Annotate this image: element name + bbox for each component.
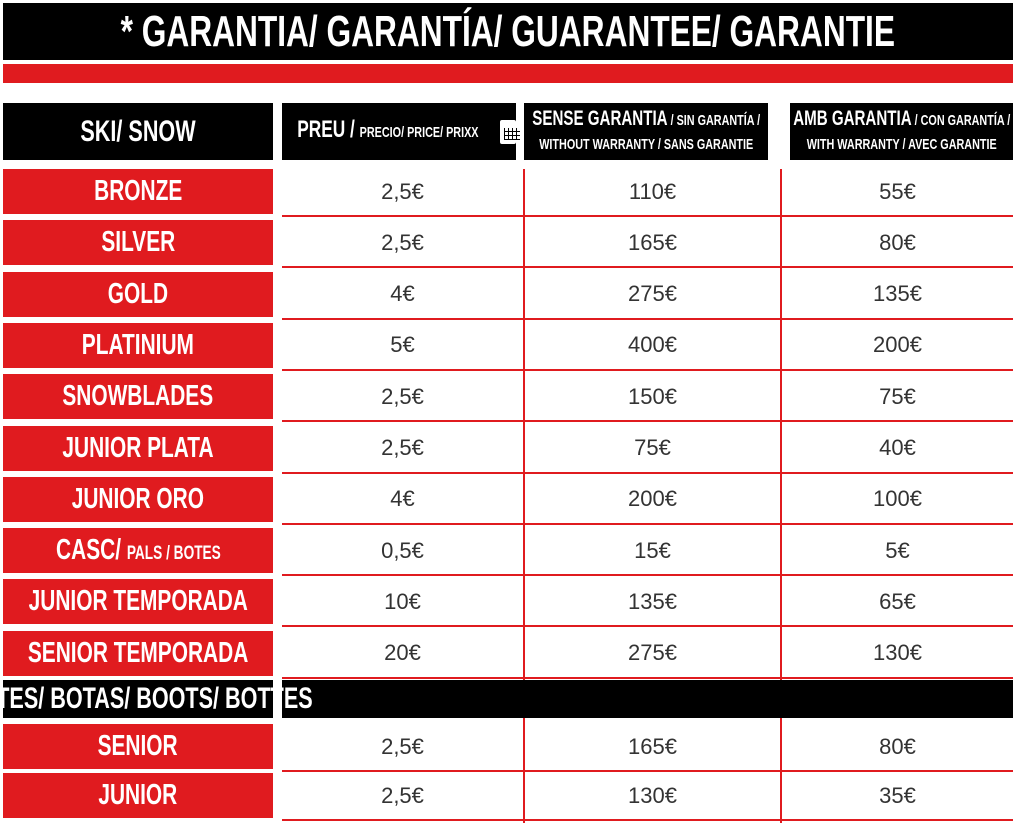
header-price-sub: PRECIO/ PRICE/ PRIXX <box>359 124 479 141</box>
cell-price: 2,5€ <box>381 229 424 255</box>
cell-price: 20€ <box>384 640 421 666</box>
row-label: SNOWBLADES <box>3 374 273 420</box>
header-price-main: PREU / <box>297 116 355 143</box>
cell-no-warranty: 75€ <box>634 435 671 460</box>
header-no-warranty: SENSE GARANTIA / SIN GARANTÍA / WITHOUT W… <box>524 103 768 160</box>
header-warranty: AMB GARANTIA / CON GARANTÍA / WITH WARRAN… <box>790 103 1013 160</box>
header-price: PREU / PRECIO/ PRICE/ PRIXX <box>282 103 521 160</box>
row-label-text: SNOWBLADES <box>62 380 214 413</box>
page-title: * GARANTIA/ GARANTÍA/ GUARANTEE/ GARANTI… <box>3 3 1013 60</box>
boots-header-text: BOTES/ BOTAS/ BOOTS/ BOTTES <box>0 682 313 715</box>
row-label-sub: PALS / BOTES <box>126 543 221 565</box>
row-label-text: BRONZE <box>93 175 183 207</box>
cell-price: 4€ <box>390 281 415 307</box>
cell-price: 10€ <box>384 588 421 614</box>
row-divider <box>282 625 1013 628</box>
header-warranty-sub2: WITH WARRANTY / AVEC GARANTIE <box>806 135 997 153</box>
cell-no-warranty: 15€ <box>634 537 671 563</box>
header-warranty-sub1: / CON GARANTÍA / <box>911 111 1011 129</box>
row-label: SENIOR TEMPORADA <box>3 630 273 676</box>
cell-warranty: 65€ <box>879 588 916 614</box>
cell-no-warranty: 150€ <box>628 383 677 409</box>
cell-price: 2,5€ <box>381 383 424 409</box>
header-category-text: SKI/ SNOW <box>80 114 196 148</box>
row-label: JUNIOR TEMPORADA <box>3 579 273 625</box>
row-divider <box>282 819 1013 821</box>
cell-no-warranty: 275€ <box>628 281 677 307</box>
red-divider <box>3 64 1013 83</box>
header-no-warranty-sub2: WITHOUT WARRANTY / SANS GARANTIE <box>538 135 753 153</box>
cell-no-warranty: 110€ <box>628 178 677 204</box>
row-label: JUNIOR <box>3 773 273 818</box>
row-label-text: JUNIOR PLATA <box>62 431 214 464</box>
row-label-text: JUNIOR ORO <box>71 482 205 515</box>
gap <box>273 680 282 718</box>
cell-price: 4€ <box>390 486 415 512</box>
cell-warranty: 135€ <box>873 281 922 307</box>
row-divider <box>282 215 1013 217</box>
row-label: GOLD <box>3 271 273 317</box>
row-label: JUNIOR PLATA <box>3 425 273 471</box>
row-label-text: GOLD <box>107 277 169 310</box>
cell-warranty: 200€ <box>873 332 922 358</box>
column-divider <box>523 169 525 823</box>
row-divider <box>282 522 1013 525</box>
row-label: BRONZE <box>3 169 273 214</box>
cell-no-warranty: 400€ <box>628 332 677 358</box>
row-label-text: JUNIOR TEMPORADA <box>28 585 248 618</box>
header-no-warranty-main: SENSE GARANTIA <box>532 106 668 130</box>
row-divider <box>282 471 1013 474</box>
row-divider <box>282 368 1013 371</box>
row-label-text: CASC/ <box>55 534 121 567</box>
cell-warranty: 80€ <box>879 733 916 759</box>
cell-warranty: 75€ <box>879 383 916 409</box>
row-label-text: SENIOR TEMPORADA <box>27 636 249 669</box>
row-divider <box>282 317 1013 320</box>
row-divider <box>282 574 1013 577</box>
row-label: SILVER <box>3 220 273 266</box>
calendar-icon <box>499 119 521 144</box>
column-divider <box>780 169 782 823</box>
cell-no-warranty: 165€ <box>628 229 677 255</box>
row-label: JUNIOR ORO <box>3 476 273 522</box>
cell-price: 2,5€ <box>381 178 424 204</box>
row-label-text: PLATINIUM <box>81 328 195 361</box>
header-no-warranty-sub1: / SIN GARANTÍA / <box>667 111 760 129</box>
row-label-text: SENIOR <box>97 730 179 762</box>
cell-price: 5€ <box>390 332 415 358</box>
header-category: SKI/ SNOW <box>3 103 273 160</box>
boots-section-header: BOTES/ BOTAS/ BOOTS/ BOTTES <box>0 680 1013 718</box>
cell-warranty: 40€ <box>879 435 916 460</box>
cell-warranty: 35€ <box>879 782 916 808</box>
cell-warranty: 80€ <box>879 229 916 255</box>
cell-price: 2,5€ <box>381 435 424 460</box>
row-divider <box>282 770 1013 772</box>
header-warranty-main: AMB GARANTIA <box>792 106 912 130</box>
row-label-text: SILVER <box>101 226 175 259</box>
row-label-text: JUNIOR <box>98 779 178 811</box>
cell-warranty: 55€ <box>879 178 916 204</box>
cell-price: 2,5€ <box>381 782 424 808</box>
cell-no-warranty: 200€ <box>628 486 677 512</box>
row-label: CASC/ PALS / BOTES <box>3 528 273 574</box>
cell-warranty: 130€ <box>873 640 922 666</box>
cell-no-warranty: 130€ <box>628 782 677 808</box>
row-label: SENIOR <box>3 724 273 769</box>
cell-price: 2,5€ <box>381 733 424 759</box>
cell-price: 0,5€ <box>381 537 424 563</box>
cell-no-warranty: 135€ <box>628 588 677 614</box>
row-divider <box>282 676 1013 679</box>
cell-no-warranty: 165€ <box>628 733 677 759</box>
row-label: PLATINIUM <box>3 322 273 368</box>
cell-warranty: 100€ <box>873 486 922 512</box>
cell-warranty: 5€ <box>885 537 910 563</box>
row-divider <box>282 266 1013 269</box>
cell-no-warranty: 275€ <box>628 640 677 666</box>
row-divider <box>282 420 1013 423</box>
title-text: * GARANTIA/ GARANTÍA/ GUARANTEE/ GARANTI… <box>120 6 896 56</box>
